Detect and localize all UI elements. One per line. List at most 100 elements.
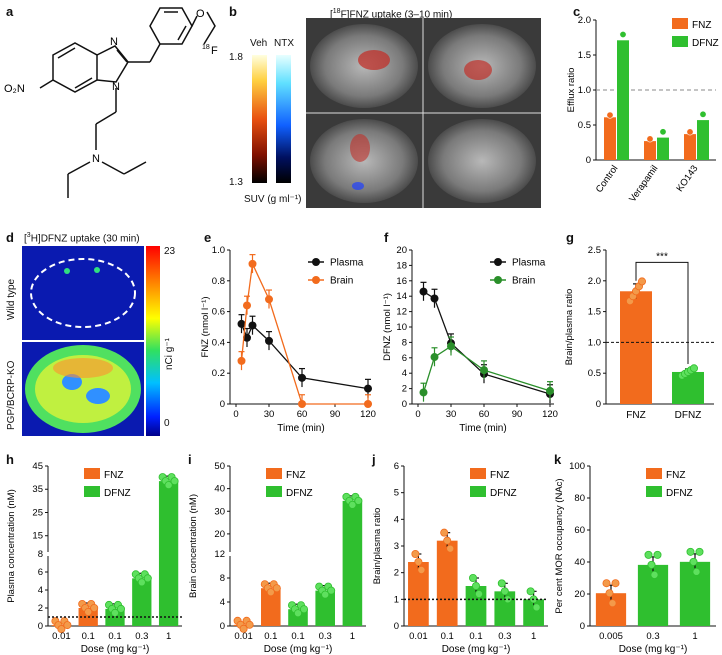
j-point-1: [440, 528, 449, 537]
panel-a-letter: a: [6, 4, 14, 19]
pet-slice-4: [428, 119, 536, 203]
i-bar-3: [315, 590, 335, 626]
k-xticklabel: 0.3: [646, 631, 659, 642]
e-legend-brain-text: Brain: [330, 276, 353, 287]
j-ylabel: Brain/plasma ratio: [372, 508, 383, 585]
panel-g-letter: g: [566, 230, 574, 245]
chart-i-brain: 0 4 8 12 20 30 40 50 Brain concentration (nM) Dos…: [188, 461, 366, 654]
i-xticklabel: 0.1: [291, 631, 304, 642]
e-point-plasma-5: [364, 384, 372, 393]
j-point-2: [472, 582, 481, 591]
i-point-4: [354, 496, 363, 505]
h-xticklabel: 0.3: [135, 631, 148, 642]
h-yticklabel: 25: [32, 507, 43, 518]
h-ylabel: Plasma concentration (nM): [6, 489, 17, 603]
pet-images: [306, 18, 541, 208]
h-legend-dfnz-swatch: [84, 486, 100, 497]
k-xticklabel: 0.005: [599, 631, 623, 642]
i-ylabel: Brain concentration (nM): [188, 494, 199, 598]
k-xticklabel: 1: [692, 631, 697, 642]
j-point-0: [414, 558, 423, 567]
i-point-4: [348, 500, 357, 509]
k-legend-dfnz-text: DFNZ: [666, 488, 693, 499]
h-point-1: [90, 603, 99, 612]
c-point-fnz-0: [606, 111, 614, 119]
chart-h-plasma: 0 2 4 6 8 15 25 35 45 Plasma concentration (nM) Do…: [6, 461, 182, 654]
g-bar-fnz: [620, 291, 652, 404]
h-yticklabel: 6: [38, 567, 43, 578]
e-ylabel: FNZ (nmol l⁻¹): [200, 297, 211, 358]
i-bar-2: [288, 609, 308, 626]
i-point-0: [245, 620, 254, 629]
k-yticklabel: 100: [569, 461, 585, 472]
f-y-ticklabel: 10: [396, 322, 407, 333]
f-point-brain-0: [419, 388, 428, 397]
e-y-ticklabel: 0.6: [212, 307, 225, 318]
k-point-0: [602, 579, 611, 588]
i-legend-fnz-text: FNZ: [286, 470, 305, 481]
h-yticklabel: 15: [32, 531, 43, 542]
i-axis-break: [225, 552, 366, 556]
f-point-plasma-1: [430, 294, 439, 303]
panel-k-letter: k: [554, 452, 562, 467]
i-legend-dfnz-text: DFNZ: [286, 488, 313, 499]
f-y-ticklabel: 16: [396, 276, 407, 287]
i-yticklabel: 40: [214, 484, 225, 495]
f-y-ticklabel: 8: [402, 337, 407, 348]
c-point-fnz-2: [686, 128, 694, 136]
veh-label: Veh: [250, 38, 268, 49]
e-xticklabel: 60: [297, 409, 308, 420]
h-point-2: [117, 604, 126, 613]
i-yticklabel: 12: [214, 549, 225, 560]
panel-b-title: [18F]FNZ uptake (3–10 min): [330, 8, 453, 21]
h-xticklabel: 1: [166, 631, 171, 642]
g-y-ticklabel: 2.5: [588, 245, 601, 256]
c-bar-dfnz-1: [657, 137, 669, 160]
k-legend-fnz-text: FNZ: [666, 470, 685, 481]
i-point-2: [300, 605, 309, 614]
k-yticklabel: 60: [574, 525, 585, 536]
j-legend-dfnz-text: DFNZ: [490, 488, 517, 499]
veh-colorbar: [252, 55, 267, 183]
c-point-dfnz-2: [699, 110, 707, 118]
ntx-colorbar: [276, 55, 291, 183]
j-point-2: [469, 574, 478, 583]
h-yticklabel: 4: [38, 585, 43, 596]
nci-unit: nCi g⁻¹: [164, 338, 175, 370]
f-legend-brain-marker: [494, 276, 502, 284]
f-y-ticklabel: 14: [396, 291, 407, 302]
chemical-structure: N N N O O₂N 18 F: [4, 7, 218, 198]
nci-scale-bottom: 0: [164, 418, 170, 429]
h-point-3: [143, 574, 152, 583]
i-point-0: [239, 624, 248, 633]
e-line-brain: [240, 261, 368, 405]
chart-g-ratio: 0 0.5 1.0 1.5 2.0 2.5 Brain/plasma ratio FNZ DFN…: [564, 245, 714, 421]
e-point-brain-0: [237, 356, 246, 365]
g-significance: ***: [656, 251, 668, 262]
f-ylabel: DFNZ (nmol l⁻¹): [382, 293, 393, 361]
h-xlabel: Dose (mg kg⁻¹): [81, 644, 150, 654]
k-point-1: [644, 550, 653, 559]
e-point-brain-1: [243, 301, 251, 310]
f-y-ticklabel: 6: [402, 353, 407, 364]
e-point-plasma-4: [298, 373, 306, 382]
atom-o: O: [196, 8, 205, 20]
atom-n1: N: [112, 81, 120, 93]
j-xticklabel: 0.1: [441, 631, 454, 642]
k-point-2: [695, 547, 704, 556]
nci-scale-top: 23: [164, 246, 176, 257]
i-xticklabel: 0.01: [234, 631, 253, 642]
f-point-brain-3: [480, 366, 488, 375]
f-y-ticklabel: 18: [396, 260, 407, 271]
e-point-brain-2: [248, 259, 257, 268]
k-point-1: [653, 550, 662, 559]
c-bar-fnz-0: [604, 117, 616, 160]
k-point-2: [692, 567, 701, 576]
i-xticklabel: 0.1: [264, 631, 277, 642]
h-point-1: [84, 607, 93, 616]
c-bar-fnz-1: [644, 141, 656, 160]
suv-unit: SUV (g ml⁻¹): [244, 194, 302, 205]
c-legend-fnz-text: FNZ: [692, 20, 711, 31]
f-xticklabel: 60: [479, 409, 490, 420]
j-bar-1: [436, 540, 458, 626]
